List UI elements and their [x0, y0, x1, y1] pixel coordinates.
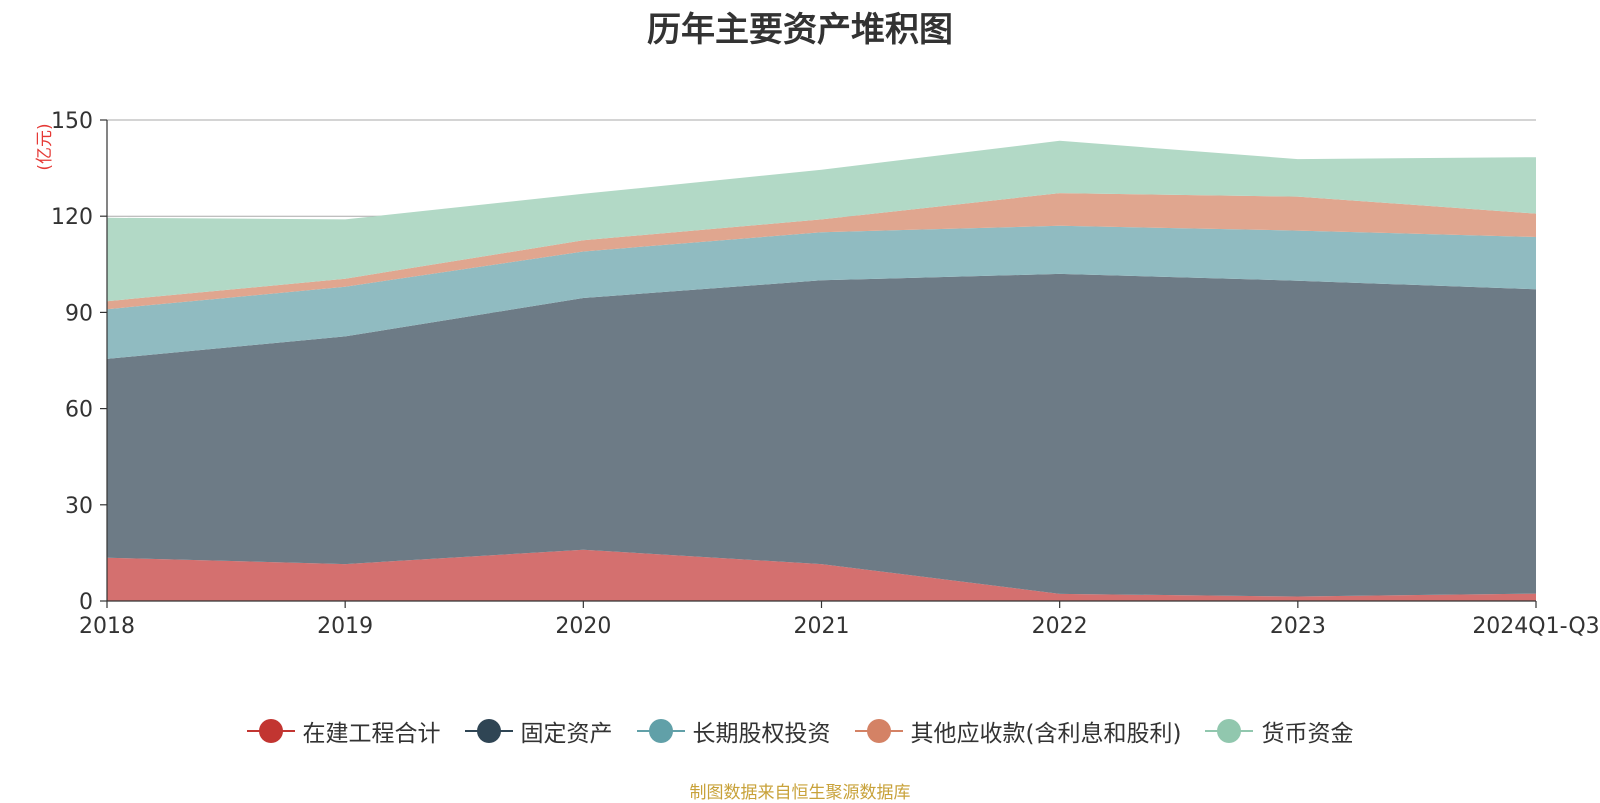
legend: 在建工程合计 固定资产 长期股权投资 其他应收款(含利息和股利) 货币资金 — [0, 714, 1600, 748]
area-series-2 — [107, 273, 1536, 597]
y-tick-label: 0 — [79, 590, 93, 615]
y-tick-label: 150 — [51, 109, 93, 134]
x-tick-label: 2021 — [794, 614, 850, 639]
tick-labels: 0 30 60 90 120 150 2018 2019 2020 2021 2022 2023 202… — [51, 109, 1600, 639]
legend-marker-icon — [246, 719, 295, 743]
area-series-4 — [107, 193, 1536, 310]
y-tick-label: 30 — [65, 494, 93, 519]
legend-label: 长期股权投资 — [692, 721, 831, 747]
legend-marker-icon — [636, 719, 685, 743]
legend-marker-icon — [464, 719, 513, 743]
x-tick-label: 2020 — [555, 614, 611, 639]
legend-label: 其他应收款(含利息和股利) — [910, 721, 1182, 747]
y-tick-label: 90 — [65, 301, 93, 326]
x-tick-label: 2024Q1-Q3 — [1472, 614, 1599, 639]
area-series-5 — [107, 140, 1536, 302]
y-tick-label: 120 — [51, 205, 93, 230]
legend-item-1[interactable]: 在建工程合计 — [246, 714, 441, 748]
x-tick-label: 2019 — [317, 614, 373, 639]
x-tick-label: 2018 — [79, 614, 135, 639]
area-series-1 — [107, 549, 1536, 601]
legend-item-4[interactable]: 其他应收款(含利息和股利) — [854, 714, 1182, 748]
x-tick-label: 2022 — [1032, 614, 1088, 639]
axes — [100, 119, 1537, 608]
legend-marker-icon — [854, 719, 903, 743]
legend-label: 货币资金 — [1261, 721, 1354, 747]
chart-title: 历年主要资产堆积图 — [647, 10, 953, 50]
y-axis-unit-label: (亿元) — [35, 123, 55, 170]
legend-label: 在建工程合计 — [302, 721, 441, 747]
x-tick-label: 2023 — [1270, 614, 1326, 639]
legend-label: 固定资产 — [520, 721, 613, 747]
area-series — [107, 140, 1536, 601]
legend-marker-icon — [1205, 719, 1254, 743]
y-tick-label: 60 — [65, 398, 93, 423]
source-note: 制图数据来自恒生聚源数据库 — [689, 783, 911, 803]
legend-item-3[interactable]: 长期股权投资 — [636, 714, 831, 748]
area-series-3 — [107, 225, 1536, 359]
legend-item-5[interactable]: 货币资金 — [1205, 714, 1353, 748]
legend-item-2[interactable]: 固定资产 — [464, 714, 613, 748]
